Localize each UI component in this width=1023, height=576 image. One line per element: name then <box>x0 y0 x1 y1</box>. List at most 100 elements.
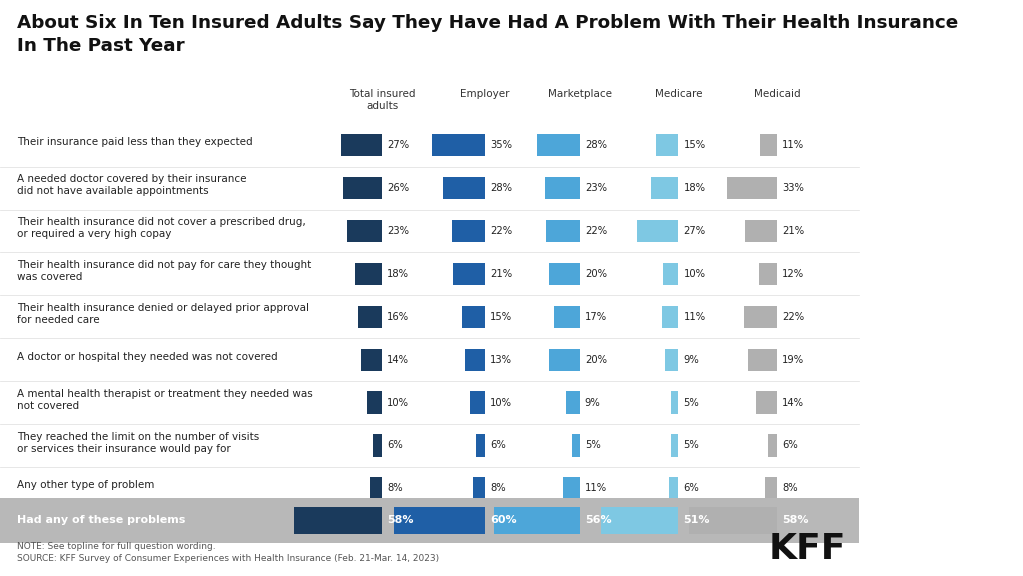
Text: 8%: 8% <box>490 483 506 493</box>
FancyBboxPatch shape <box>341 134 383 157</box>
FancyBboxPatch shape <box>355 263 383 285</box>
FancyBboxPatch shape <box>361 348 383 371</box>
FancyBboxPatch shape <box>465 348 485 371</box>
Text: Employer: Employer <box>460 89 509 99</box>
FancyBboxPatch shape <box>727 177 777 199</box>
FancyBboxPatch shape <box>553 306 580 328</box>
FancyBboxPatch shape <box>470 392 485 414</box>
FancyBboxPatch shape <box>637 220 678 242</box>
Text: 16%: 16% <box>388 312 409 322</box>
Text: 20%: 20% <box>585 355 607 365</box>
Text: 15%: 15% <box>683 141 706 150</box>
Text: 23%: 23% <box>585 183 607 193</box>
FancyBboxPatch shape <box>566 392 580 414</box>
FancyBboxPatch shape <box>765 477 777 499</box>
Text: 8%: 8% <box>388 483 403 493</box>
FancyBboxPatch shape <box>662 306 678 328</box>
Text: 17%: 17% <box>585 312 607 322</box>
Text: 6%: 6% <box>388 441 403 450</box>
Text: 8%: 8% <box>783 483 798 493</box>
FancyBboxPatch shape <box>651 177 678 199</box>
Text: Had any of these problems: Had any of these problems <box>17 516 185 525</box>
Text: 35%: 35% <box>490 141 513 150</box>
Text: Medicaid: Medicaid <box>754 89 800 99</box>
Text: 22%: 22% <box>585 226 607 236</box>
Text: Medicare: Medicare <box>655 89 702 99</box>
FancyBboxPatch shape <box>343 177 383 199</box>
FancyBboxPatch shape <box>669 477 678 499</box>
Text: 18%: 18% <box>683 183 706 193</box>
Text: 27%: 27% <box>388 141 409 150</box>
Text: 14%: 14% <box>783 397 804 408</box>
Text: Their insurance paid less than they expected: Their insurance paid less than they expe… <box>17 138 253 147</box>
Text: 51%: 51% <box>683 516 710 525</box>
Text: 6%: 6% <box>783 441 798 450</box>
FancyBboxPatch shape <box>549 348 580 371</box>
Text: 15%: 15% <box>490 312 513 322</box>
Text: 10%: 10% <box>490 397 513 408</box>
Text: 60%: 60% <box>490 516 517 525</box>
FancyBboxPatch shape <box>549 263 580 285</box>
FancyBboxPatch shape <box>665 348 678 371</box>
FancyBboxPatch shape <box>671 434 678 457</box>
Text: 58%: 58% <box>783 516 809 525</box>
Text: 9%: 9% <box>683 355 700 365</box>
Text: 6%: 6% <box>490 441 506 450</box>
Text: 13%: 13% <box>490 355 513 365</box>
Text: 10%: 10% <box>683 269 706 279</box>
Text: 56%: 56% <box>585 516 612 525</box>
Text: 28%: 28% <box>490 183 513 193</box>
FancyBboxPatch shape <box>473 477 485 499</box>
Text: 20%: 20% <box>585 269 607 279</box>
FancyBboxPatch shape <box>462 306 485 328</box>
Text: 22%: 22% <box>490 226 513 236</box>
Text: 14%: 14% <box>388 355 409 365</box>
Text: 6%: 6% <box>683 483 700 493</box>
Text: 27%: 27% <box>683 226 706 236</box>
FancyBboxPatch shape <box>452 220 485 242</box>
Text: A needed doctor covered by their insurance
did not have available appointments: A needed doctor covered by their insuran… <box>17 175 247 196</box>
Text: 5%: 5% <box>585 441 601 450</box>
FancyBboxPatch shape <box>432 134 485 157</box>
FancyBboxPatch shape <box>760 134 777 157</box>
Text: 5%: 5% <box>683 441 700 450</box>
FancyBboxPatch shape <box>373 434 383 457</box>
Text: 22%: 22% <box>783 312 804 322</box>
Text: They reached the limit on the number of visits
or services their insurance would: They reached the limit on the number of … <box>17 431 260 453</box>
FancyBboxPatch shape <box>748 348 777 371</box>
Text: 10%: 10% <box>388 397 409 408</box>
Text: 23%: 23% <box>388 226 409 236</box>
Text: 33%: 33% <box>783 183 804 193</box>
Text: 21%: 21% <box>783 226 804 236</box>
FancyBboxPatch shape <box>601 506 678 535</box>
Text: 11%: 11% <box>683 312 706 322</box>
FancyBboxPatch shape <box>537 134 580 157</box>
Text: 28%: 28% <box>585 141 607 150</box>
FancyBboxPatch shape <box>572 434 580 457</box>
FancyBboxPatch shape <box>294 506 383 535</box>
Text: NOTE: See topline for full question wording.
SOURCE: KFF Survey of Consumer Expe: NOTE: See topline for full question word… <box>17 542 439 563</box>
FancyBboxPatch shape <box>347 220 383 242</box>
Text: Their health insurance denied or delayed prior approval
for needed care: Their health insurance denied or delayed… <box>17 303 309 325</box>
FancyBboxPatch shape <box>544 177 580 199</box>
FancyBboxPatch shape <box>394 506 485 535</box>
FancyBboxPatch shape <box>759 263 777 285</box>
Text: 12%: 12% <box>783 269 804 279</box>
Text: Any other type of problem: Any other type of problem <box>17 480 154 490</box>
FancyBboxPatch shape <box>768 434 777 457</box>
Text: 5%: 5% <box>683 397 700 408</box>
Text: 18%: 18% <box>388 269 409 279</box>
FancyBboxPatch shape <box>745 220 777 242</box>
Text: 58%: 58% <box>388 516 413 525</box>
FancyBboxPatch shape <box>370 477 383 499</box>
FancyBboxPatch shape <box>358 306 383 328</box>
FancyBboxPatch shape <box>663 263 678 285</box>
FancyBboxPatch shape <box>476 434 485 457</box>
Text: 11%: 11% <box>585 483 607 493</box>
FancyBboxPatch shape <box>563 477 580 499</box>
FancyBboxPatch shape <box>656 134 678 157</box>
Text: About Six In Ten Insured Adults Say They Have Had A Problem With Their Health In: About Six In Ten Insured Adults Say They… <box>17 14 959 55</box>
FancyBboxPatch shape <box>546 220 580 242</box>
FancyBboxPatch shape <box>756 392 777 414</box>
Text: 9%: 9% <box>585 397 601 408</box>
